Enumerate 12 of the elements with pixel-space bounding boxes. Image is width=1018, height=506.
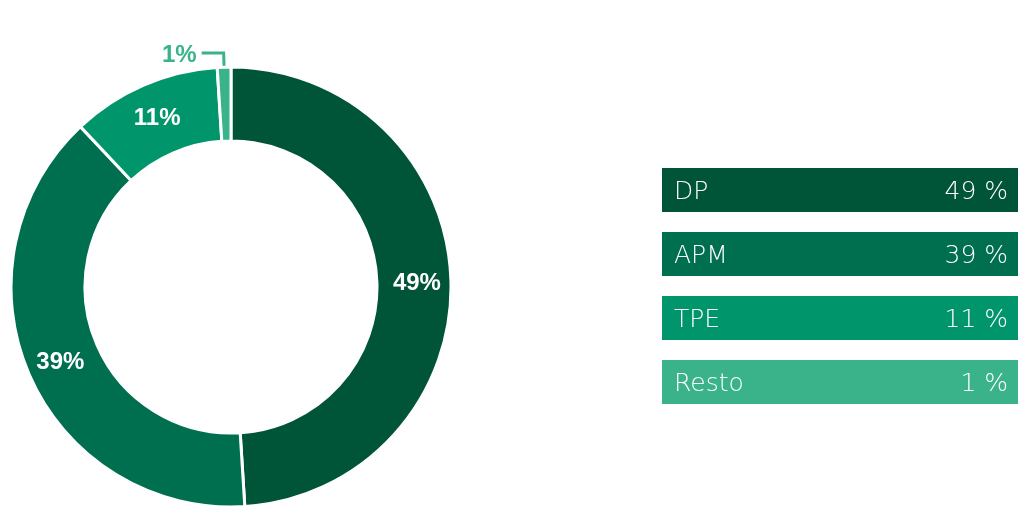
legend-label: APM [674, 239, 728, 269]
data-label: 49% [392, 267, 441, 295]
data-label: 11% [133, 102, 181, 130]
legend-label: Resto [674, 367, 744, 397]
data-label: 1% [161, 39, 197, 67]
text: 49 % [944, 175, 1008, 205]
text: 11 % [944, 303, 1008, 333]
data-label: 39% [36, 347, 85, 375]
legend-label: DP [674, 175, 709, 205]
legend-label: TPE [674, 303, 721, 333]
text: 39 % [944, 239, 1008, 269]
text: 1 % [960, 367, 1008, 397]
